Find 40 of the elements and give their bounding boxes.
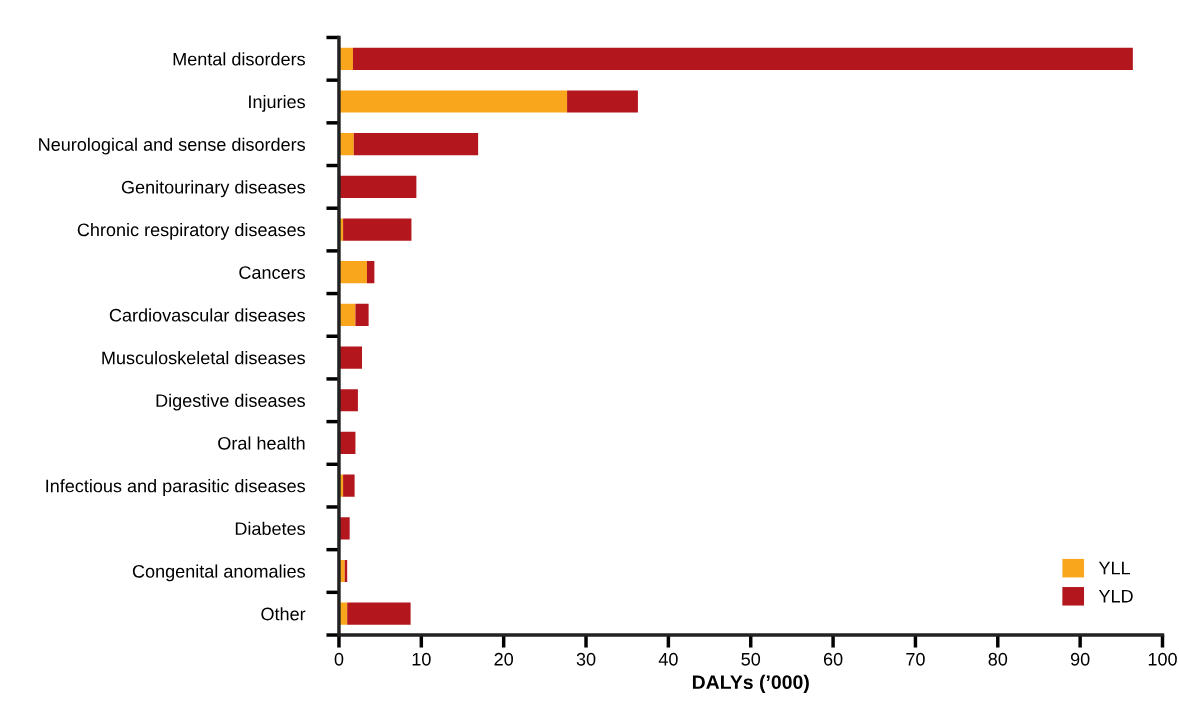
legend-label: YLD (1098, 589, 1133, 603)
bar (366, 261, 375, 284)
x-tick-label: 50 (741, 652, 761, 666)
legend-label: YLL (1098, 561, 1131, 575)
bar (352, 47, 1133, 70)
bar (338, 175, 417, 198)
y-tick-label: Other (261, 607, 306, 621)
x-tick-label: 40 (658, 652, 678, 666)
y-tick-label: Chronic respiratory diseases (77, 223, 305, 240)
x-tick-label: 90 (1070, 652, 1090, 666)
x-tick-label: 30 (576, 652, 596, 666)
bar (338, 90, 568, 113)
bar (343, 474, 355, 497)
x-axis-title: DALYs (’000) (692, 674, 809, 693)
x-tick-label: 0 (334, 652, 344, 666)
bar (567, 90, 638, 113)
bar (355, 303, 369, 326)
x-tick-label: 20 (494, 652, 514, 666)
y-tick-label: Infectious and parasitic diseases (46, 479, 305, 496)
x-tick-label: 80 (988, 652, 1008, 666)
bar (353, 133, 479, 156)
x-tick-label: 100 (1148, 652, 1177, 666)
bar (338, 261, 367, 284)
x-tick-label: 10 (412, 652, 431, 666)
y-tick-label: Mental disorders (173, 52, 305, 66)
x-tick-label: 60 (823, 652, 843, 666)
y-tick-label: Digestive diseases (156, 393, 305, 411)
y-tick-label: Genitourinary diseases (121, 180, 305, 198)
y-tick-label: Cancers (239, 266, 305, 279)
bar (347, 602, 411, 625)
y-tick-label: Diabetes (235, 521, 305, 536)
x-tick-label: 70 (906, 652, 925, 666)
y-tick-label: Oral health (218, 436, 305, 450)
bar (343, 218, 412, 241)
y-tick-label: Injuries (249, 94, 305, 112)
bar (338, 346, 363, 369)
y-tick-label: Musculoskeletal diseases (102, 351, 305, 365)
y-tick-label: Neurological and sense disorders (39, 137, 305, 155)
y-tick-label: Congenital anomalies (132, 564, 305, 582)
y-tick-label: Cardiovascular diseases (109, 308, 305, 322)
